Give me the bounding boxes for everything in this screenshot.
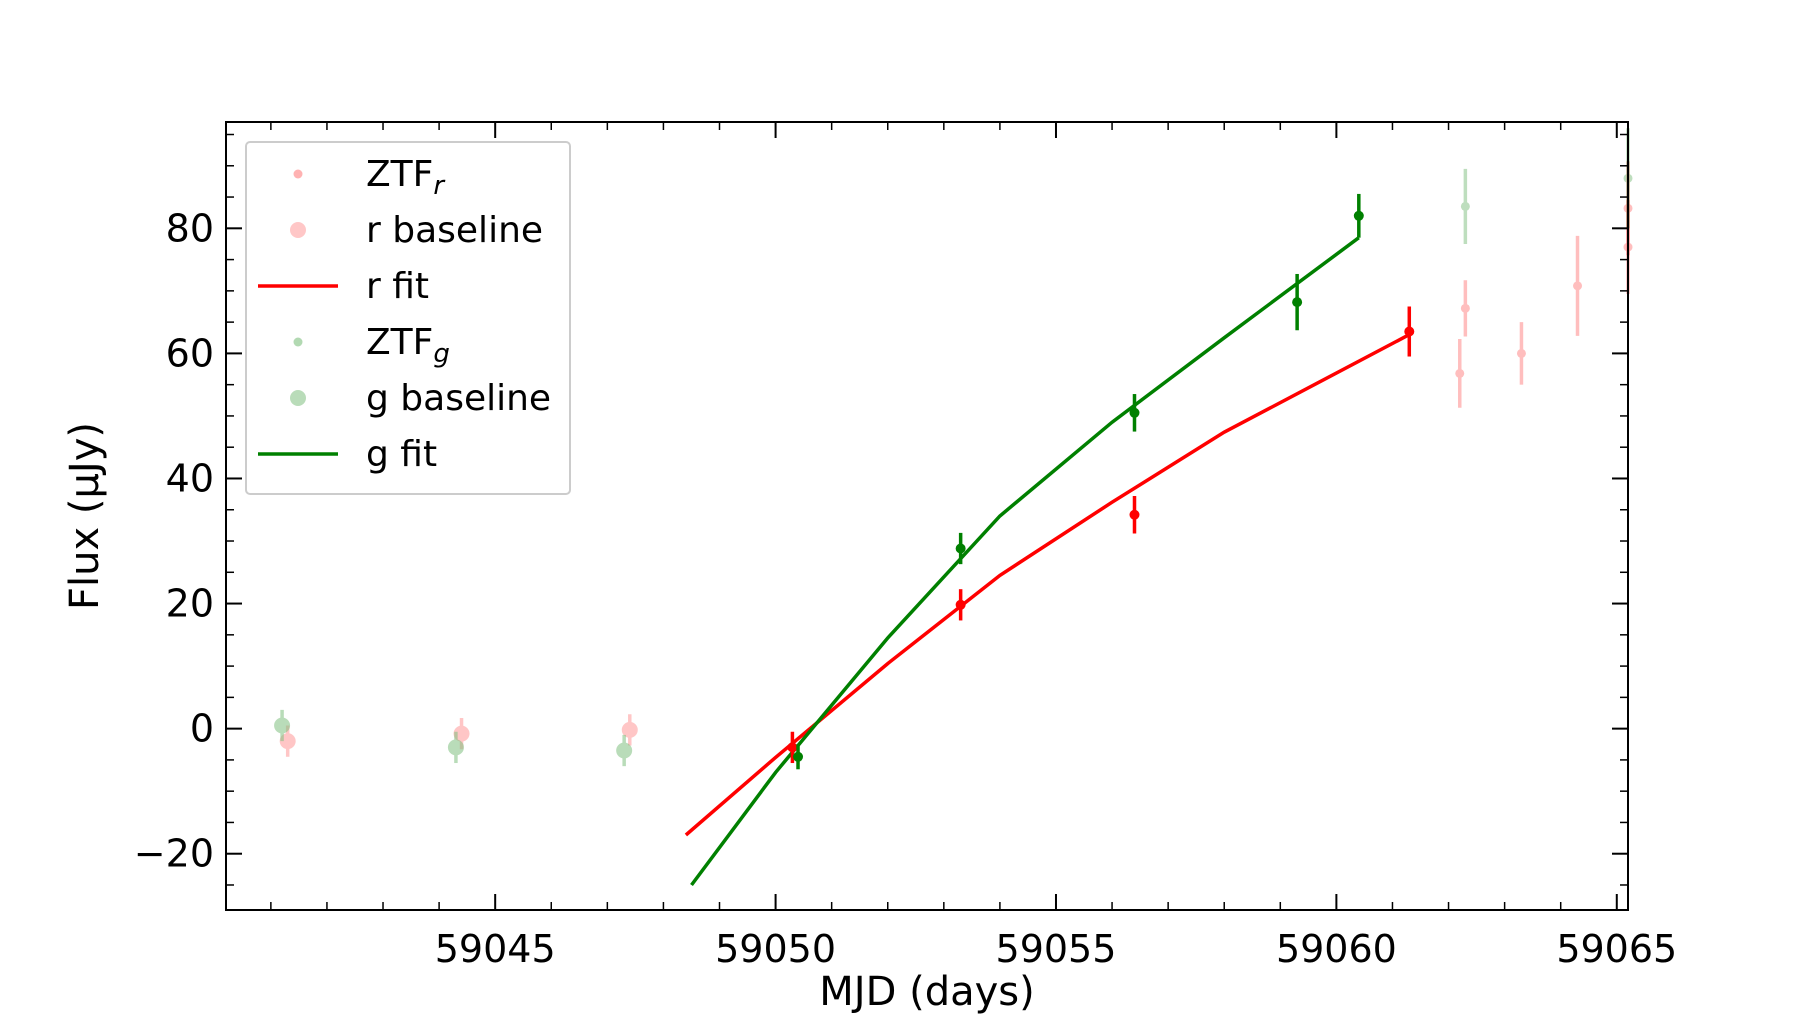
y-tick-label: 40: [166, 456, 214, 500]
ZTF_g-point: [955, 532, 966, 565]
x-tick-label: 59065: [1556, 927, 1677, 971]
faint-ZTF_r-point: [1455, 339, 1465, 408]
y-tick-label: 60: [166, 331, 214, 375]
ZTF_r-point: [1129, 495, 1140, 534]
g-baseline-point-marker: [447, 739, 464, 756]
legend-item-ZTF_r-swatch: [293, 169, 303, 179]
g-baseline-point-marker: [616, 742, 633, 759]
r-fit-line: [684, 333, 1411, 837]
legend-item-g-fit-label: g fit: [366, 434, 437, 475]
legend-item-r-baseline: r baseline: [290, 210, 543, 251]
r-baseline-point: [621, 714, 638, 746]
legend-item-r-baseline-label: r baseline: [366, 210, 543, 251]
ZTF_r-point-marker: [955, 599, 966, 610]
y-tick-label: 0: [190, 707, 214, 751]
faint-ZTF_r-point: [1573, 235, 1583, 336]
ZTF_g-point-marker: [955, 543, 966, 554]
legend-item-r-fit: r fit: [258, 266, 429, 307]
ZTF_g-point-marker: [1353, 210, 1364, 221]
ZTF_g-point-marker: [793, 751, 804, 762]
x-tick-label: 59055: [996, 927, 1117, 971]
plot-frame: [225, 121, 1629, 911]
ZTF_g-point: [793, 744, 804, 770]
ZTF_r-point: [787, 731, 798, 764]
g-baseline-point-marker: [274, 717, 291, 734]
y-axis-label: Flux (μJy): [62, 422, 108, 610]
ZTF_g-point-marker: [1292, 297, 1303, 308]
legend-item-ZTF_g: ZTFg: [293, 322, 450, 369]
legend-item-r-fit-label: r fit: [366, 266, 429, 307]
legend-item-ZTF_g-subscript: g: [433, 339, 450, 369]
faint-ZTF_r-point: [1460, 280, 1470, 337]
legend-item-ZTF_r-subscript: r: [433, 171, 446, 201]
axis-ticks: 59045 59050 59055 59060 59065 −20 0 20 40 60 80: [134, 122, 1677, 971]
faint-ZTF_r-point-marker: [1573, 281, 1583, 291]
ZTF_g-point: [1129, 394, 1140, 432]
plot-area: [274, 128, 1633, 887]
legend-item-ZTF_g-swatch: [293, 337, 303, 347]
x-tick-label: 59050: [715, 927, 836, 971]
legend-item-g-fit: g fit: [258, 434, 437, 475]
faint-ZTF_g-point: [1460, 168, 1470, 244]
ZTF_r-point-marker: [1404, 326, 1415, 337]
g-fit-line: [690, 236, 1360, 887]
g-baseline-point: [447, 731, 464, 764]
legend: ZTFr r baseline r fit ZTFg g baseline g fit: [245, 141, 571, 495]
r-baseline-point-marker: [621, 721, 638, 738]
y-tick-label: −20: [134, 832, 214, 876]
ZTF_r-point: [955, 589, 966, 621]
faint-ZTF_r-point-marker: [1516, 348, 1526, 358]
ZTF_r-point: [1404, 306, 1415, 357]
g-baseline-point: [274, 709, 291, 742]
faint-ZTF_r-point-marker: [1460, 303, 1470, 313]
g-baseline-point: [616, 734, 633, 767]
y-tick-label: 80: [166, 206, 214, 250]
faint-ZTF_r-point: [1516, 322, 1526, 385]
legend-item-g-baseline-swatch: [290, 390, 306, 406]
x-tick-label: 59060: [1276, 927, 1397, 971]
legend-item-ZTF_r: ZTFr: [293, 154, 446, 201]
ZTF_g-point: [1353, 193, 1364, 238]
legend-item-g-baseline: g baseline: [290, 378, 551, 419]
x-tick-label: 59045: [435, 927, 556, 971]
ZTF_g-point-marker: [1129, 407, 1140, 418]
ZTF_r-point-marker: [787, 742, 798, 753]
faint-ZTF_g-point-marker: [1460, 201, 1470, 211]
ZTF_g-point: [1292, 273, 1303, 331]
legend-item-ZTF_r-label: ZTFr: [366, 154, 446, 201]
legend-item-r-baseline-swatch: [290, 222, 306, 238]
legend-box: [245, 141, 571, 495]
y-tick-label: 20: [166, 582, 214, 626]
x-axis-label: MJD (days): [819, 969, 1034, 1015]
ZTF_r-point-marker: [1129, 509, 1140, 520]
legend-item-g-baseline-label: g baseline: [366, 378, 551, 419]
faint-ZTF_r-point-marker: [1455, 368, 1465, 378]
legend-item-ZTF_g-label: ZTFg: [366, 322, 450, 369]
